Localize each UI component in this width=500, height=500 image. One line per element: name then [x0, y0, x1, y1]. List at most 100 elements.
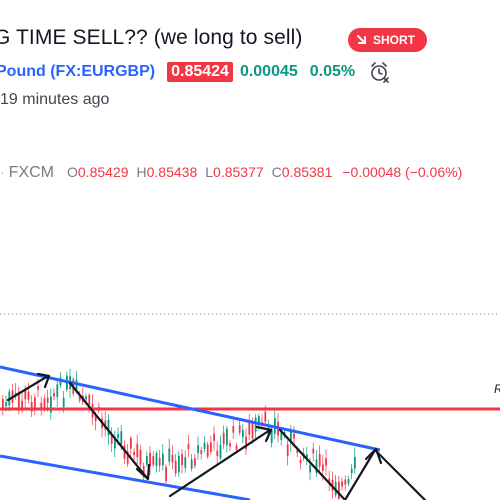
candle-body	[242, 429, 244, 438]
candle-body	[213, 433, 215, 441]
channel-upper-line[interactable]	[0, 365, 381, 452]
candle-body	[114, 437, 116, 449]
low-value: 0.85377	[213, 164, 264, 180]
candle-body	[254, 417, 257, 432]
candle-body	[5, 401, 7, 407]
candle-body	[136, 443, 139, 458]
candle-body	[222, 432, 225, 445]
candle-body	[286, 444, 289, 456]
candle-body	[344, 479, 347, 485]
candle-body	[110, 434, 113, 444]
ohlc-legend: · FXCM O 0.85429 H 0.85438 L 0.85377 C 0…	[0, 164, 462, 182]
candle-body	[178, 455, 180, 473]
close-value: 0.85381	[281, 164, 333, 180]
candle-body	[210, 442, 212, 452]
high-label: H	[136, 164, 147, 180]
price-change-percent: 0.05%	[309, 63, 356, 80]
candle-body	[187, 444, 190, 450]
candle-body	[152, 456, 155, 465]
candle-body	[309, 465, 311, 473]
candle-body	[130, 438, 132, 449]
candle-body	[142, 465, 145, 477]
close-label: C	[271, 164, 282, 180]
candle-body	[264, 411, 267, 422]
candle-body	[235, 445, 238, 450]
candle-body	[293, 433, 295, 439]
candle-body	[206, 444, 209, 457]
path-arrows	[6, 372, 427, 500]
price-delta: −0.00048 (−0.06%)	[342, 164, 463, 180]
candle-body	[50, 396, 52, 413]
candle-body	[139, 449, 142, 465]
candle-body	[229, 443, 231, 447]
candle-body	[18, 391, 20, 409]
candle-body	[318, 453, 321, 467]
open-label: O	[67, 164, 78, 180]
candle-body	[133, 451, 135, 456]
price-badge: 0.85424	[167, 62, 233, 82]
candle-body	[296, 449, 299, 453]
candle-body	[350, 468, 353, 474]
candle-body	[280, 432, 283, 440]
candle-body	[46, 397, 49, 403]
candle-body	[78, 396, 81, 401]
candle-body	[219, 444, 222, 459]
short-badge-label: SHORT	[373, 33, 415, 47]
short-badge[interactable]: SHORT	[348, 28, 427, 52]
candle-body	[146, 456, 148, 465]
candle-body	[238, 425, 241, 433]
candle-body	[315, 459, 318, 474]
open-value: 0.85429	[77, 164, 129, 180]
candle-body	[248, 420, 251, 435]
candle-body	[251, 423, 254, 439]
symbol-link[interactable]: Pound (FX:EURGBP)	[0, 63, 156, 80]
candle-body	[37, 386, 39, 390]
idea-title: G TIME SELL?? (we long to sell)	[0, 26, 303, 49]
candle-body	[322, 464, 324, 471]
candle-body	[53, 393, 55, 397]
candle-body	[290, 430, 292, 444]
candle-body	[94, 414, 97, 422]
candle-body	[203, 442, 206, 449]
candle-body	[162, 453, 164, 466]
candle-body	[325, 458, 327, 466]
candle-body	[181, 454, 183, 466]
candle-body	[21, 400, 23, 408]
candle-body	[341, 481, 343, 487]
candle-body	[338, 481, 340, 499]
candle-body	[245, 436, 247, 450]
candle-body	[149, 452, 151, 467]
candle-body	[40, 402, 43, 411]
candle-body	[190, 459, 193, 469]
candle-body	[232, 426, 235, 433]
candle-body	[184, 457, 187, 468]
legend-dot: ·	[0, 164, 5, 180]
candle-body	[216, 450, 219, 457]
candle-body	[2, 398, 4, 410]
symbol-row: Pound (FX:EURGBP) 0.85424 0.00045 0.05%	[0, 60, 391, 84]
candle-body	[88, 394, 91, 405]
candle-body	[226, 428, 228, 446]
candle-body	[299, 460, 302, 464]
candle-body	[194, 458, 196, 466]
alarm-clock-icon[interactable]	[369, 61, 391, 83]
channel-lower-line[interactable]	[0, 454, 251, 500]
candle-body	[56, 384, 59, 397]
candle-body	[306, 454, 308, 458]
data-source: FXCM	[8, 164, 54, 181]
candle-body	[85, 396, 87, 400]
arrow-down-right-icon	[357, 35, 366, 44]
candle-body	[24, 388, 27, 400]
low-label: L	[205, 164, 214, 180]
high-value: 0.85438	[146, 164, 198, 180]
candle-body	[62, 397, 65, 408]
candle-body	[158, 457, 161, 466]
candle-body	[165, 466, 167, 482]
candle-body	[43, 398, 46, 408]
candle-body	[123, 445, 126, 459]
candle-body	[117, 433, 119, 438]
price-change: 0.00045	[239, 63, 298, 80]
candle-body	[126, 451, 129, 464]
candle-body	[168, 448, 171, 462]
